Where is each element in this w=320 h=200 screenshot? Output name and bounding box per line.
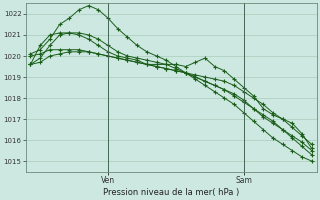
X-axis label: Pression niveau de la mer( hPa ): Pression niveau de la mer( hPa ) <box>103 188 239 197</box>
